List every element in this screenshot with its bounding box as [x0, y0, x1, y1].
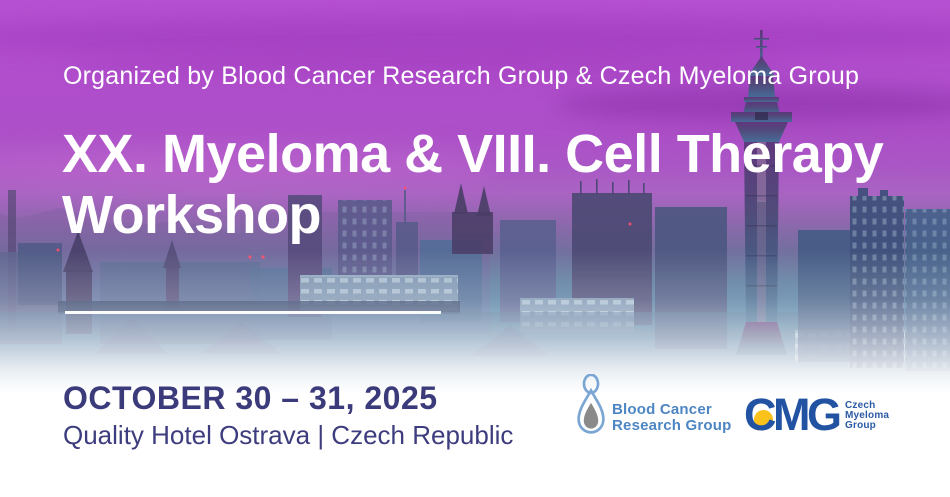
cmg-name-line-2: Myeloma [845, 409, 890, 421]
organizer-line: Organized by Blood Cancer Research Group… [63, 62, 860, 90]
event-title: XX. Myeloma & VIII. Cell Therapy Worksho… [62, 124, 942, 246]
cmg-logo: CMG Czech Myeloma Group [744, 389, 924, 442]
divider-line [65, 311, 441, 314]
bcrg-name-line-1: Blood Cancer [612, 401, 712, 418]
bcrg-name-line-2: Research Group [612, 416, 732, 434]
event-title-line-2: Workshop [62, 185, 322, 245]
cmg-abbreviation: CMG [744, 389, 842, 440]
event-date: OCTOBER 30 – 31, 2025 [63, 380, 438, 416]
event-venue: Quality Hotel Ostrava | Czech Republic [63, 420, 514, 450]
bcrg-logo: Blood Cancer Research Group [576, 372, 746, 442]
cmg-wordmark: Czech Myeloma Group [845, 401, 889, 430]
cloud [70, 54, 790, 80]
cmg-name-line-3: Group [845, 419, 876, 431]
cloud [0, 16, 950, 58]
cmg-name-line-1: Czech [845, 400, 876, 411]
cloud-horizon-glow [0, 148, 500, 186]
event-title-line-1: XX. Myeloma & VIII. Cell Therapy [62, 124, 884, 184]
white-fade-overlay [0, 250, 950, 497]
bcrg-wordmark: Blood Cancer Research Group [612, 402, 732, 433]
blood-drop-ribbon-icon [577, 374, 605, 434]
